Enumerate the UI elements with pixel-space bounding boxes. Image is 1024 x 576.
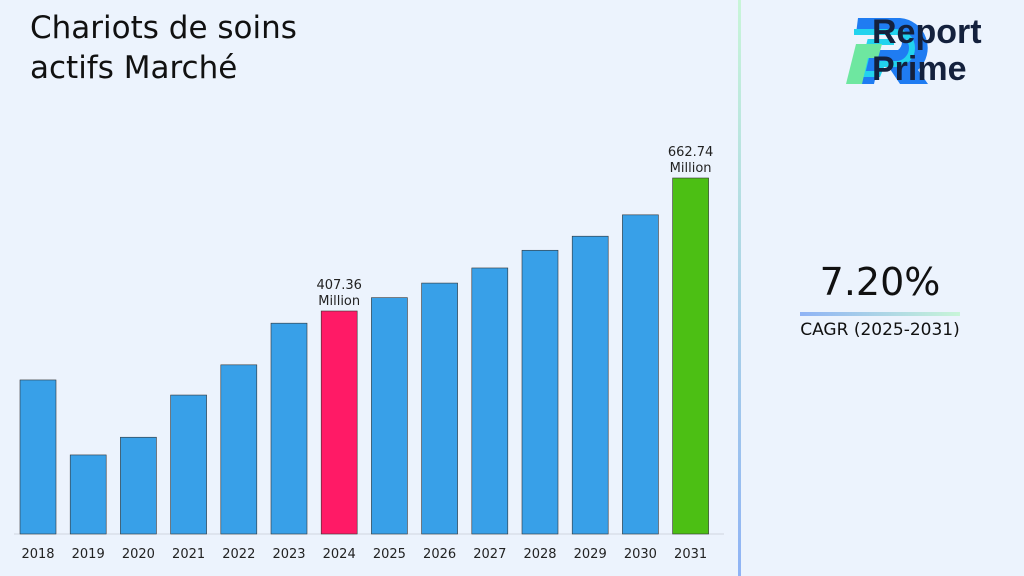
bar-2030 <box>622 214 659 535</box>
bar-2022 <box>220 364 258 535</box>
x-tick-2023: 2023 <box>272 547 305 562</box>
chart-title: Chariots de soins actifs Marché <box>30 10 297 86</box>
x-tick-2030: 2030 <box>624 547 657 562</box>
x-tick-2025: 2025 <box>373 547 406 562</box>
x-tick-2022: 2022 <box>222 547 255 562</box>
bar-2026 <box>421 282 458 535</box>
x-tick-2027: 2027 <box>473 547 506 562</box>
cagr-panel: 7.20% CAGR (2025-2031) <box>780 258 980 340</box>
data-label-unit-2024: Million <box>318 294 360 309</box>
bar-2029 <box>571 235 609 535</box>
bar-2018 <box>19 379 57 535</box>
brand-line-2: Prime <box>872 50 967 88</box>
bar-2025 <box>371 297 408 535</box>
x-tick-2020: 2020 <box>122 547 155 562</box>
bar-2023 <box>270 322 308 535</box>
bar-chart: 2018 2019 2020 2021 2022 2023 2024407.36Millio… <box>14 145 724 562</box>
data-label-unit-2031: Million <box>670 161 712 176</box>
brand-line-1: Report <box>872 13 982 51</box>
data-label-value-2031: 662.74 <box>668 145 714 160</box>
bar-2024 <box>320 310 358 535</box>
x-tick-2024: 2024 <box>323 547 356 562</box>
bar-2027 <box>471 267 509 535</box>
x-tick-2019: 2019 <box>72 547 105 562</box>
bar-2019 <box>69 454 107 535</box>
x-tick-2028: 2028 <box>523 547 556 562</box>
x-tick-2026: 2026 <box>423 547 456 562</box>
x-tick-2029: 2029 <box>574 547 607 562</box>
x-tick-2021: 2021 <box>172 547 205 562</box>
divider <box>738 0 741 576</box>
bar-2028 <box>521 249 559 535</box>
x-tick-2031: 2031 <box>674 547 707 562</box>
cagr-underline <box>800 312 960 316</box>
cagr-value: 7.20% <box>819 260 941 304</box>
data-label-value-2024: 407.36 <box>316 278 362 293</box>
report-prime-logo <box>846 18 928 84</box>
cagr-label: CAGR (2025-2031) <box>800 320 960 340</box>
brand-name: Report Prime <box>872 14 982 88</box>
x-tick-2018: 2018 <box>21 547 54 562</box>
bar-2031 <box>672 177 709 535</box>
bar-2021 <box>170 394 207 535</box>
bar-2020 <box>120 436 157 535</box>
